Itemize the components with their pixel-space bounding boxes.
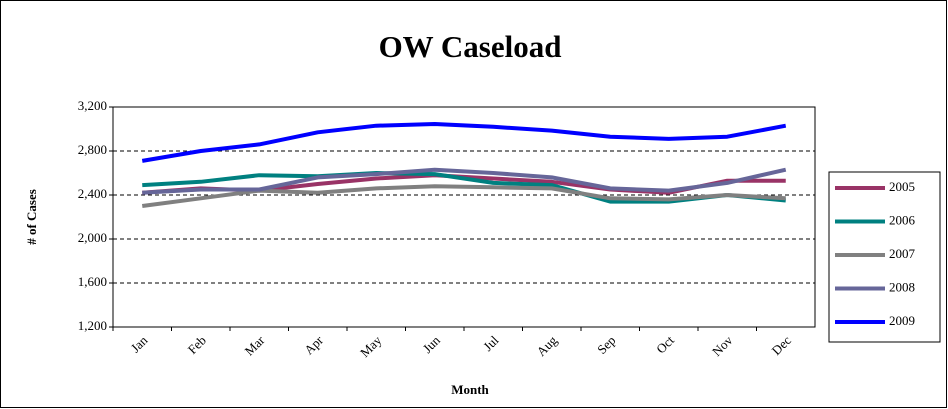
series-line <box>141 122 787 163</box>
y-axis-label: # of Cases <box>24 189 39 245</box>
y-tick-label: 2,800 <box>78 142 107 157</box>
series-line <box>141 184 786 208</box>
legend-label: 2008 <box>889 279 915 294</box>
y-tick-label: 1,600 <box>78 274 107 289</box>
chart-title: OW Caseload <box>379 29 562 64</box>
y-tick-label: 2,000 <box>78 230 107 245</box>
y-tick-label: 2,400 <box>78 186 107 201</box>
y-tick-label: 3,200 <box>78 98 107 113</box>
legend-label: 2005 <box>889 179 915 194</box>
series-line <box>142 167 787 195</box>
legend-label: 2009 <box>889 313 915 328</box>
legend-label: 2007 <box>889 246 916 261</box>
legend-label: 2006 <box>889 212 916 227</box>
y-tick-label: 1,200 <box>78 318 107 333</box>
x-axis-label: Month <box>451 382 489 397</box>
